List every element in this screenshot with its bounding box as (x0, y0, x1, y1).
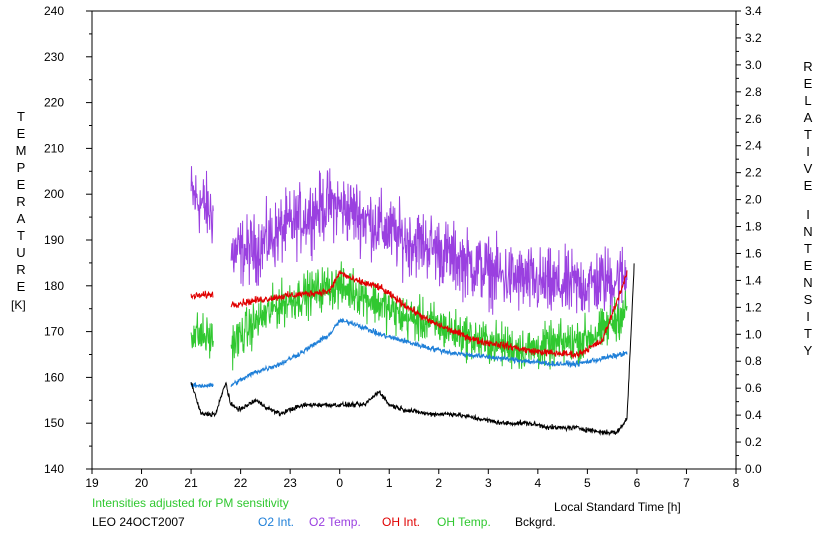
y-left-tick-label: 240 (44, 4, 64, 18)
x-tick-label: 1 (386, 476, 393, 490)
legend-oh-temp: OH Temp. (437, 515, 491, 529)
y-left-tick-label: 220 (44, 96, 64, 110)
left-axis-unit: [K] (11, 298, 26, 312)
right-axis-label-1: R E L A T I V E (803, 59, 813, 193)
y-right-tick-label: 3.0 (745, 58, 762, 72)
y-left-tick-label: 170 (44, 325, 64, 339)
y-right-tick-label: 3.2 (745, 31, 762, 45)
series-line-o2temp (190, 166, 628, 315)
y-right-tick-label: 2.6 (745, 112, 762, 126)
x-tick-label: 23 (283, 476, 297, 490)
y-right-tick-label: 0.6 (745, 381, 762, 395)
x-tick-label: 0 (336, 476, 343, 490)
series-line-ohint (190, 270, 628, 359)
y-left-tick-label: 160 (44, 370, 64, 384)
station-label: LEO 24OCT2007 (92, 515, 185, 529)
x-tick-label: 22 (234, 476, 248, 490)
sensitivity-note: Intensities adjusted for PM sensitivity (92, 496, 289, 510)
x-tick-label: 5 (584, 476, 591, 490)
x-tick-label: 7 (683, 476, 690, 490)
x-tick-label: 6 (634, 476, 641, 490)
left-axis-label: T E M P E R A T U R E (15, 109, 27, 294)
series-line-ohtemp (190, 261, 628, 371)
x-tick-label: 3 (485, 476, 492, 490)
y-right-tick-label: 1.6 (745, 246, 762, 260)
x-axis: 19 20 21 22 23 0 1 2 3 4 5 6 7 8 (85, 469, 740, 490)
right-axis-label-2: I N T E N S I T Y (803, 207, 813, 358)
y-right-tick-label: 1.0 (745, 327, 762, 341)
series-line-o2int (190, 317, 628, 389)
y-left-tick-label: 180 (44, 279, 64, 293)
y-left-tick-label: 140 (44, 462, 64, 476)
y-left-tick-label: 150 (44, 416, 64, 430)
y-left-tick-label: 190 (44, 233, 64, 247)
y-right-axis: 0.0 0.2 0.4 0.6 0.8 1.0 1.2 1.4 1.6 1.8 2.0 2.2 2.4 2… (736, 4, 762, 476)
x-tick-label: 4 (535, 476, 542, 490)
y-right-tick-label: 2.2 (745, 166, 762, 180)
legend-o2-int: O2 Int. (258, 515, 295, 529)
y-right-tick-label: 0.2 (745, 435, 762, 449)
y-right-tick-label: 2.0 (745, 193, 762, 207)
y-right-tick-label: 2.8 (745, 85, 762, 99)
y-right-tick-label: 0.8 (745, 354, 762, 368)
y-right-tick-label: 1.4 (745, 273, 762, 287)
y-right-tick-label: 1.8 (745, 220, 762, 234)
y-right-tick-label: 2.4 (745, 139, 762, 153)
x-tick-label: 2 (435, 476, 442, 490)
legend-o2-temp: O2 Temp. (309, 515, 361, 529)
y-left-tick-label: 230 (44, 50, 64, 64)
y-right-tick-label: 0.0 (745, 462, 762, 476)
x-tick-label: 19 (85, 476, 99, 490)
y-left-axis: 140 150 160 170 180 190 200 210 220 230 240 (44, 4, 92, 476)
y-left-tick-label: 200 (44, 187, 64, 201)
y-right-tick-label: 1.2 (745, 300, 762, 314)
y-left-tick-label: 210 (44, 141, 64, 155)
data-lines (190, 166, 635, 437)
legend-bckgrd: Bckgrd. (515, 515, 556, 529)
x-axis-label: Local Standard Time [h] (554, 500, 681, 514)
x-tick-label: 8 (733, 476, 740, 490)
legend-oh-int: OH Int. (382, 515, 421, 529)
series-line-bckgrd (190, 263, 635, 437)
y-right-tick-label: 3.4 (745, 4, 762, 18)
x-tick-label: 20 (135, 476, 149, 490)
y-right-tick-label: 0.4 (745, 408, 762, 422)
x-tick-label: 21 (184, 476, 198, 490)
